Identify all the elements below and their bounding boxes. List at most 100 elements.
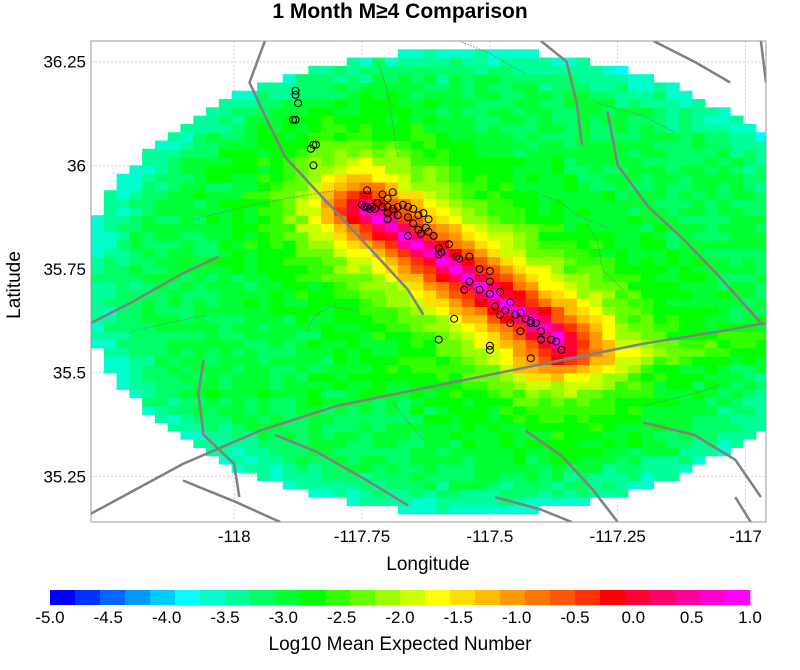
heatmap-cell	[730, 240, 744, 249]
heatmap-cell	[461, 505, 476, 515]
heatmap-cell	[564, 356, 578, 366]
heatmap-cell	[742, 331, 757, 341]
heatmap-cell	[436, 455, 450, 465]
heatmap-cell	[461, 381, 476, 390]
heatmap-cell	[116, 173, 130, 183]
heatmap-cell	[500, 132, 514, 142]
heatmap-cell	[116, 298, 130, 307]
heatmap-cell	[359, 372, 373, 382]
heatmap-cell	[206, 331, 220, 341]
heatmap-cell	[308, 298, 322, 307]
heatmap-cell	[512, 480, 527, 490]
earthquake-markers	[289, 86, 566, 363]
heatmap-cell	[538, 256, 552, 266]
heatmap-cell	[103, 356, 118, 366]
heatmap-cell	[448, 372, 463, 382]
heatmap-cell	[576, 74, 591, 84]
heatmap-cell	[154, 198, 169, 208]
heatmap-cell	[551, 165, 565, 175]
x-tick-label: -117.25	[589, 527, 645, 546]
heatmap-cell	[372, 405, 386, 415]
heatmap-cell	[346, 405, 361, 415]
heatmap-cell	[282, 339, 297, 349]
heatmap-cell	[602, 123, 616, 133]
heatmap-cell	[704, 331, 719, 341]
heatmap-cell	[653, 281, 667, 291]
heatmap-cell	[308, 115, 322, 125]
heatmap-cell	[372, 240, 386, 249]
heatmap-cell	[512, 339, 527, 349]
heatmap-cell	[474, 289, 488, 299]
heatmap-cell	[474, 190, 488, 200]
heatmap-cell	[525, 256, 540, 266]
heatmap-cell	[269, 356, 284, 366]
heatmap-cell	[231, 99, 246, 108]
heatmap-cell	[627, 331, 642, 341]
heatmap-cell	[436, 314, 450, 324]
heatmap-cell	[500, 472, 514, 482]
heatmap-cell	[423, 198, 437, 208]
heatmap-cell	[666, 289, 680, 299]
heatmap-cell	[385, 157, 399, 166]
heatmap-cell	[538, 273, 552, 283]
heatmap-cell	[116, 264, 130, 274]
fault-line	[91, 255, 220, 325]
heatmap-cell	[269, 140, 284, 150]
heatmap-cell	[308, 414, 322, 424]
heatmap-cell	[755, 298, 766, 307]
heatmap-cell	[448, 439, 463, 448]
heatmap-cell	[717, 107, 731, 117]
heatmap-cell	[627, 289, 642, 299]
heatmap-cell	[154, 181, 169, 191]
heatmap-cell	[218, 115, 233, 125]
heatmap-cell	[538, 430, 552, 440]
heatmap-cell	[666, 181, 680, 191]
heatmap-cell	[269, 215, 284, 225]
heatmap-cell	[385, 314, 399, 324]
heatmap-cell	[282, 314, 297, 324]
heatmap-cell	[346, 488, 361, 498]
heatmap-cell	[538, 248, 552, 258]
heatmap-cell	[282, 198, 297, 208]
heatmap-cell	[308, 190, 322, 200]
heatmap-cell	[359, 206, 373, 216]
heatmap-cell	[653, 123, 667, 133]
heatmap-cell	[359, 356, 373, 366]
heatmap-cell	[129, 339, 143, 349]
heatmap-cell	[218, 256, 233, 266]
heatmap-cell	[538, 264, 552, 274]
heatmap-cell	[448, 488, 463, 498]
heatmap-cell	[372, 331, 386, 341]
heatmap-cell	[269, 397, 284, 407]
heatmap-cell	[129, 273, 143, 283]
heatmap-cell	[742, 181, 757, 191]
heatmap-cell	[500, 165, 514, 175]
heatmap-cell	[551, 405, 565, 415]
heatmap-cell	[231, 447, 246, 457]
heatmap-cell	[410, 231, 424, 241]
colorbar-swatch	[225, 590, 251, 605]
heatmap-cell	[576, 215, 591, 225]
heatmap-cell	[474, 206, 488, 216]
heatmap-cell	[333, 148, 348, 158]
heatmap-cell	[576, 455, 591, 465]
heatmap-cell	[538, 240, 552, 249]
heatmap-cell	[282, 99, 297, 108]
heatmap-cell	[576, 190, 591, 200]
heatmap-cell	[346, 347, 361, 357]
heatmap-cell	[308, 107, 322, 117]
heatmap-cell	[244, 397, 258, 407]
heatmap-cell	[461, 49, 476, 59]
heatmap-cell	[397, 306, 412, 316]
heatmap-cell	[615, 264, 629, 274]
heatmap-cell	[730, 123, 744, 133]
heatmap-cell	[512, 447, 527, 457]
heatmap-cell	[500, 281, 514, 291]
earthquake-marker	[416, 229, 425, 238]
heatmap-cell	[538, 497, 552, 507]
heatmap-cell	[500, 488, 514, 498]
heatmap-cell	[602, 132, 616, 142]
heatmap-cell	[602, 405, 616, 415]
heatmap-cell	[333, 314, 348, 324]
heatmap-cell	[602, 248, 616, 258]
